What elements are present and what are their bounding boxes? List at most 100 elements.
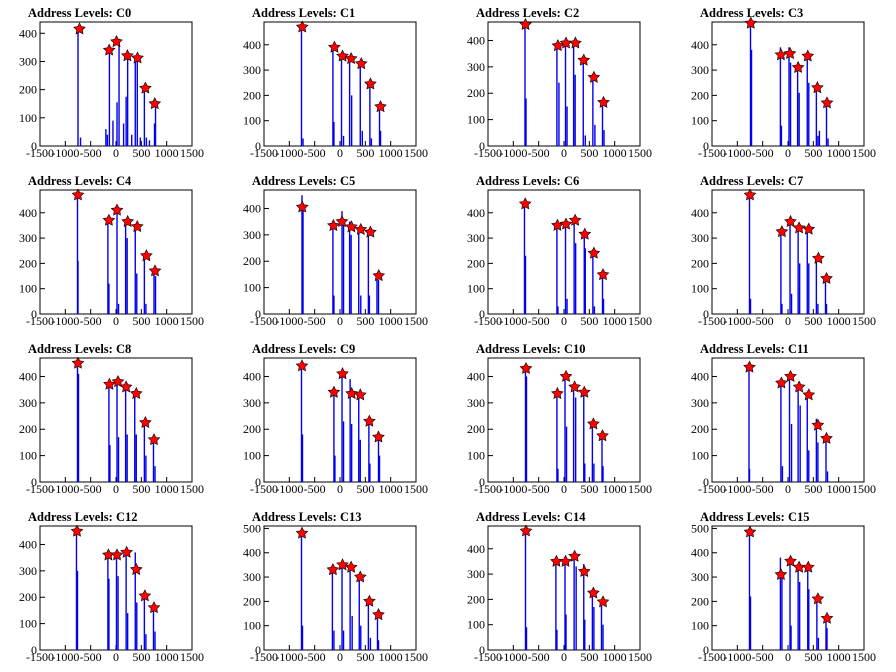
x-tick-label: -1000 [723,650,751,664]
y-tick-label: 400 [467,542,485,556]
peak-marker [783,46,797,60]
chart-svg: Address Levels: C8 0 100 200 300 400 -1500-100… [19,342,204,496]
peak-marker [295,526,309,539]
peak-marker [139,81,152,94]
y-tick-label: 300 [691,570,709,584]
x-tick-label: 500 [132,146,150,160]
y-tick-label: 300 [691,231,709,245]
peak-marker [596,268,610,281]
peak-marker [550,554,563,567]
chart-svg: Address Levels: C7 0 100 200 300 400 -1500-100… [691,174,876,328]
y-tick-label: 200 [243,88,261,102]
peak-marker [121,49,134,62]
x-tick-label: -500 [304,146,326,160]
x-tick-label: 1500 [852,482,876,496]
x-tick-label: -500 [80,314,102,328]
y-tick-label: 400 [467,33,485,47]
x-tick-label: 1000 [603,650,627,664]
peak-marker [111,375,125,388]
chart-svg: Address Levels: C10 0 100 200 300 400 -1500-10… [467,342,652,496]
x-tick-label: -1000 [275,314,303,328]
x-tick-label: -500 [752,314,774,328]
x-tick-label: 0 [785,482,791,496]
x-tick-label: 1500 [180,146,204,160]
peak-marker [73,22,86,35]
x-tick-label: -1000 [723,146,751,160]
peak-marker [568,549,581,562]
chart-panel: Address Levels: C10 0 100 200 300 400 -1500 -10… [448,336,672,504]
chart-svg: Address Levels: C13 0 100 200 300 400 500 -1500… [243,510,428,664]
chart-svg: Address Levels: C12 0 100 200 300 400 -1500-10… [19,510,204,664]
x-tick-label: -1500 [474,146,502,160]
y-tick-label: 200 [691,594,709,608]
peak-marker [587,417,600,430]
peak-marker [71,356,85,369]
y-tick-label: 0 [703,643,709,657]
y-tick-label: 200 [467,256,485,270]
chart-panel: Address Levels: C5 0 100 200 300 400 -1500 -100… [224,168,448,336]
y-tick-label: 200 [691,256,709,270]
chart-svg: Address Levels: C9 0 100 200 300 400 -1500-100… [243,342,428,496]
x-tick-label: 0 [561,650,567,664]
y-tick-label: 400 [467,206,485,220]
chart-title: Address Levels: C10 [476,342,586,356]
peak-marker [102,43,116,56]
chart-svg: Address Levels: C15 0 100 200 300 400 500 -1500… [691,510,876,664]
y-tick-label: 400 [691,206,709,220]
x-tick-label: -500 [80,146,102,160]
x-tick-label: 500 [356,482,374,496]
peak-marker [110,35,123,48]
chart-panel: Address Levels: C6 0 100 200 300 400 -1500 -100… [448,168,672,336]
peak-marker [519,17,532,31]
x-tick-label: 1000 [603,482,627,496]
x-tick-label: 0 [337,314,343,328]
y-tick-label: 200 [19,590,37,604]
y-tick-label: 400 [691,546,709,560]
y-tick-label: 100 [19,282,37,296]
peak-marker [811,592,825,605]
y-tick-label: 0 [31,139,37,153]
peak-marker [801,560,815,573]
chart-svg: Address Levels: C2 0 100 200 300 400 -1500-100… [467,6,652,160]
y-tick-label: 400 [19,206,37,220]
x-tick-label: 1500 [404,482,428,496]
y-tick-label: 200 [243,254,261,268]
y-tick-label: 400 [19,26,37,40]
x-tick-label: 500 [804,482,822,496]
chart-panel: Address Levels: C12 0 100 200 300 400 -1500 -10… [0,504,224,672]
x-tick-label: -1500 [474,482,502,496]
peak-marker [336,49,349,62]
y-tick-label: 100 [19,617,37,631]
chart-title: Address Levels: C14 [476,510,586,524]
y-tick-label: 100 [691,114,709,128]
x-tick-label: -1000 [51,314,79,328]
y-tick-label: 400 [243,369,261,383]
x-tick-label: 1500 [628,314,652,328]
peak-marker [103,377,116,390]
x-tick-label: 1500 [180,314,204,328]
x-tick-label: 1000 [827,482,851,496]
y-tick-label: 300 [19,54,37,68]
x-tick-label: -500 [528,482,550,496]
peak-marker [743,360,756,373]
peak-marker [559,36,573,49]
peak-marker [147,433,161,446]
chart-title: Address Levels: C3 [700,6,803,20]
y-tick-label: 100 [19,111,37,125]
peak-marker [811,418,825,431]
x-tick-label: 1500 [852,314,876,328]
peak-marker [328,40,341,53]
peak-marker [559,369,573,382]
x-tick-label: -500 [752,650,774,664]
y-tick-label: 0 [703,475,709,489]
peak-marker [364,77,377,90]
peak-marker [820,96,834,109]
peak-marker [326,563,340,576]
x-tick-label: 500 [580,314,598,328]
chart-svg: Address Levels: C11 0 100 200 300 400 -1500-10… [691,342,876,496]
peak-marker [129,562,143,575]
y-tick-label: 400 [19,537,37,551]
y-tick-label: 100 [467,449,485,463]
chart-title: Address Levels: C4 [28,174,132,188]
peak-marker [791,60,805,73]
